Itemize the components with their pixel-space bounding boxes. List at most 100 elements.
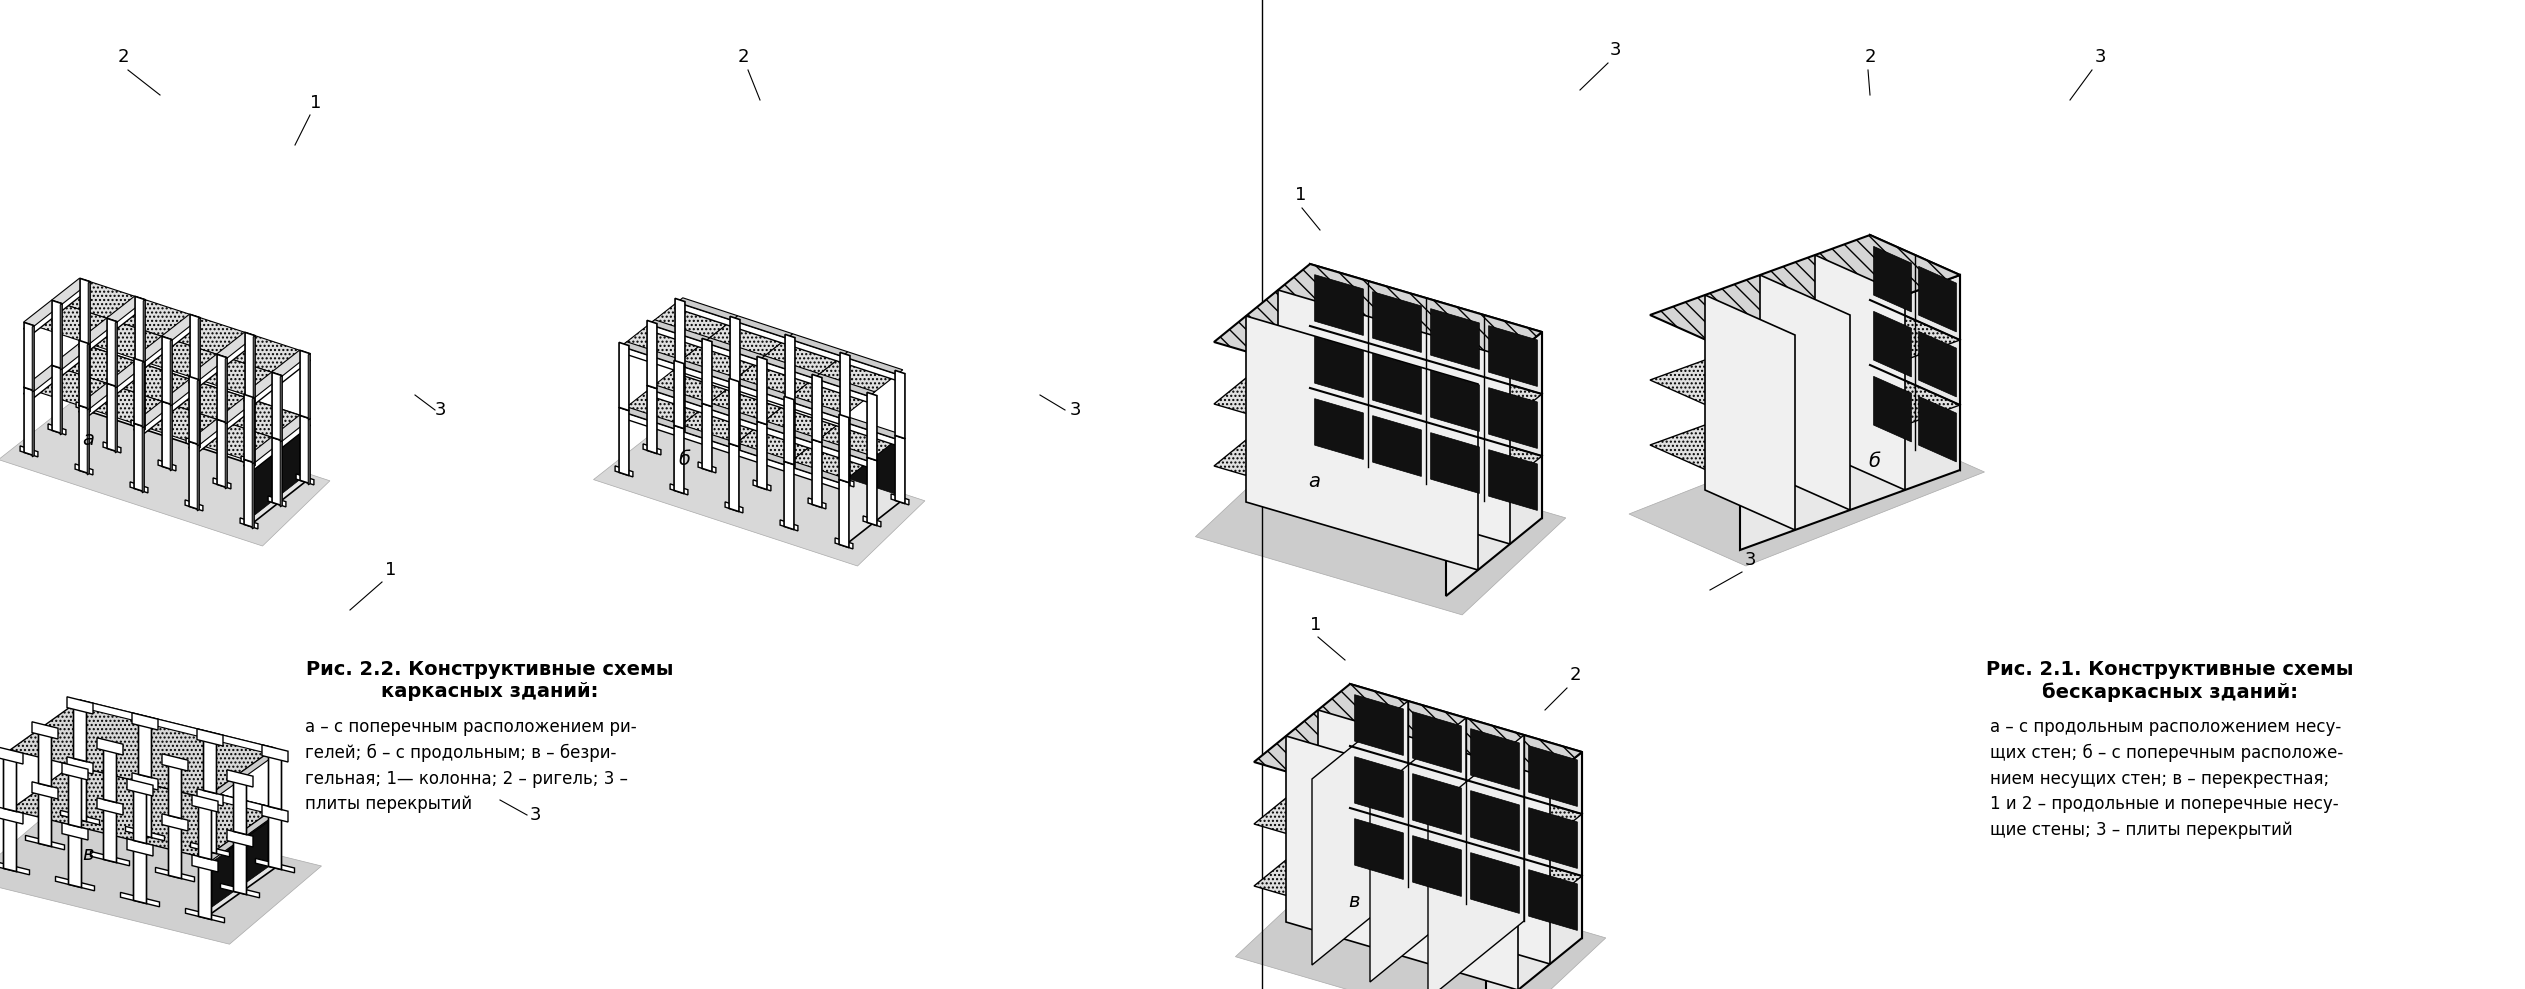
Polygon shape — [50, 343, 91, 369]
Text: 3: 3 — [1745, 551, 1757, 569]
Polygon shape — [732, 381, 793, 404]
Polygon shape — [1919, 331, 1957, 397]
Polygon shape — [106, 368, 146, 394]
Polygon shape — [704, 409, 765, 432]
Polygon shape — [300, 350, 311, 418]
Polygon shape — [624, 322, 707, 362]
Polygon shape — [619, 342, 629, 410]
Polygon shape — [194, 356, 278, 396]
Polygon shape — [162, 336, 172, 405]
Polygon shape — [649, 326, 710, 349]
Polygon shape — [697, 462, 717, 473]
Polygon shape — [189, 843, 230, 856]
Polygon shape — [866, 393, 876, 461]
Polygon shape — [1353, 694, 1404, 756]
Polygon shape — [268, 815, 280, 869]
Polygon shape — [222, 399, 306, 439]
Polygon shape — [78, 340, 88, 408]
Polygon shape — [268, 756, 280, 810]
Polygon shape — [1255, 808, 1583, 954]
Polygon shape — [894, 435, 904, 503]
Polygon shape — [730, 382, 740, 450]
Polygon shape — [707, 318, 790, 358]
Text: в: в — [81, 845, 93, 864]
Polygon shape — [217, 419, 227, 488]
Polygon shape — [38, 792, 50, 847]
Polygon shape — [28, 367, 111, 407]
Polygon shape — [1470, 729, 1520, 789]
Polygon shape — [134, 361, 144, 429]
Polygon shape — [1447, 332, 1543, 596]
Polygon shape — [864, 516, 881, 527]
Polygon shape — [255, 858, 295, 873]
Polygon shape — [780, 458, 798, 469]
Polygon shape — [10, 760, 275, 858]
Polygon shape — [813, 439, 823, 507]
Polygon shape — [1432, 309, 1480, 370]
Polygon shape — [131, 482, 149, 493]
Polygon shape — [1740, 275, 1959, 550]
Polygon shape — [63, 823, 88, 840]
Polygon shape — [813, 439, 874, 461]
Polygon shape — [1704, 295, 1795, 530]
Polygon shape — [677, 305, 737, 326]
Polygon shape — [273, 373, 283, 441]
Polygon shape — [702, 338, 712, 406]
Polygon shape — [134, 297, 144, 365]
Polygon shape — [78, 390, 119, 415]
Polygon shape — [624, 387, 707, 427]
Polygon shape — [1528, 808, 1578, 868]
Polygon shape — [159, 460, 177, 471]
Polygon shape — [732, 449, 793, 472]
Polygon shape — [616, 466, 634, 477]
Polygon shape — [785, 467, 846, 490]
Polygon shape — [1353, 819, 1404, 879]
Polygon shape — [106, 361, 146, 387]
Polygon shape — [732, 385, 793, 406]
Polygon shape — [86, 770, 139, 829]
Polygon shape — [104, 749, 116, 803]
Polygon shape — [205, 808, 275, 918]
Polygon shape — [81, 760, 275, 868]
Polygon shape — [818, 419, 899, 459]
Polygon shape — [1487, 752, 1583, 989]
Text: 2: 2 — [1571, 666, 1581, 684]
Polygon shape — [96, 738, 124, 755]
Polygon shape — [1255, 684, 1583, 830]
Polygon shape — [199, 865, 212, 920]
Polygon shape — [843, 352, 904, 374]
Polygon shape — [146, 375, 189, 438]
Polygon shape — [20, 446, 38, 457]
Polygon shape — [1874, 246, 1911, 312]
Polygon shape — [205, 740, 217, 793]
Polygon shape — [841, 352, 851, 420]
Text: Рис. 2.1. Конструктивные схемы: Рис. 2.1. Конструктивные схемы — [1987, 660, 2353, 679]
Polygon shape — [134, 850, 146, 904]
Text: 1: 1 — [384, 561, 396, 579]
Polygon shape — [23, 307, 63, 332]
Polygon shape — [263, 805, 288, 822]
Polygon shape — [61, 810, 98, 825]
Polygon shape — [126, 778, 154, 796]
Polygon shape — [649, 319, 710, 342]
Polygon shape — [33, 781, 58, 799]
Polygon shape — [134, 358, 144, 426]
Text: 1: 1 — [1295, 186, 1305, 204]
Polygon shape — [1874, 312, 1911, 377]
Polygon shape — [68, 773, 81, 828]
Text: а – с поперечным расположением ри-
гелей; б – с продольным; в – безри-
гельная; : а – с поперечным расположением ри- гелей… — [306, 718, 636, 814]
Polygon shape — [295, 474, 313, 485]
Polygon shape — [106, 384, 116, 452]
Text: 1: 1 — [311, 94, 321, 112]
Polygon shape — [704, 338, 765, 360]
Polygon shape — [619, 407, 629, 476]
Polygon shape — [785, 396, 846, 418]
Polygon shape — [891, 494, 909, 505]
Polygon shape — [134, 423, 144, 492]
Polygon shape — [732, 443, 793, 465]
Polygon shape — [300, 415, 311, 484]
Polygon shape — [106, 303, 146, 328]
Polygon shape — [808, 497, 826, 509]
Polygon shape — [162, 386, 199, 411]
Polygon shape — [735, 358, 818, 398]
